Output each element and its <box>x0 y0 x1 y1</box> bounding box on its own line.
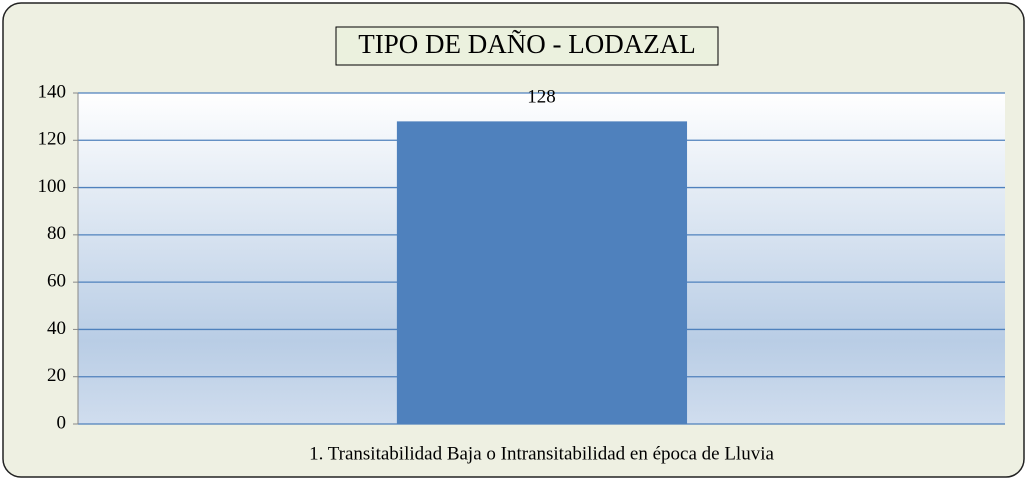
y-tick-label: 60 <box>47 271 66 292</box>
y-tick-label: 140 <box>38 81 67 102</box>
chart-title: TIPO DE DAÑO - LODAZAL <box>358 29 695 59</box>
bar <box>396 121 688 424</box>
y-tick-label: 0 <box>57 412 67 433</box>
y-tick-label: 20 <box>47 365 66 386</box>
y-tick-label: 40 <box>47 318 66 339</box>
y-tick-label: 120 <box>38 129 67 150</box>
data-label: 128 <box>527 87 556 108</box>
y-tick-label: 100 <box>38 176 67 197</box>
y-tick-label: 80 <box>47 223 66 244</box>
x-tick-label: 1. Transitabilidad Baja o Intransitabili… <box>309 443 774 464</box>
title-box <box>335 26 719 66</box>
